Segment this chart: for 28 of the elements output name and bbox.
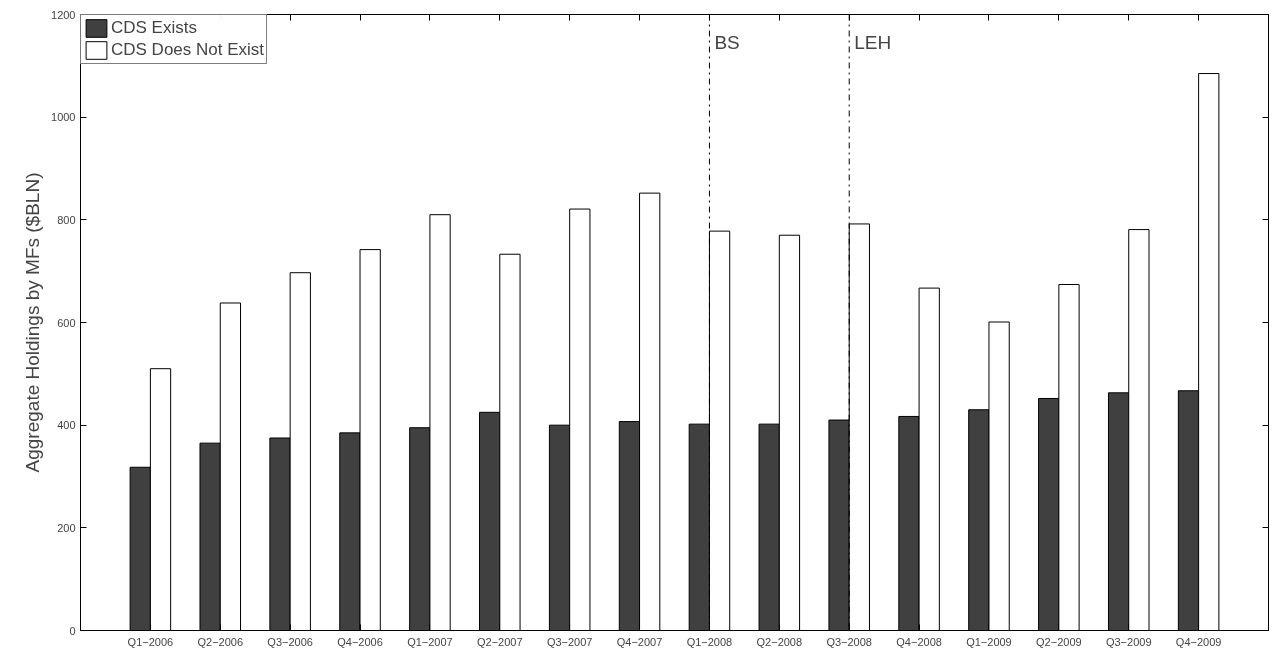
x-tick-label: Q3−2006 xyxy=(267,635,313,648)
x-tick-label: Q1−2006 xyxy=(127,635,174,648)
x-tick-label: Q1−2007 xyxy=(407,635,453,648)
x-tick-label: Q1−2008 xyxy=(686,635,733,648)
x-tick-label: Q4−2006 xyxy=(337,635,383,648)
x-tick-label: Q4−2007 xyxy=(616,635,663,648)
legend-label: CDS Does Not Exist xyxy=(111,40,265,60)
x-tick-label: Q4−2009 xyxy=(1175,635,1222,648)
x-tick-label: Q3−2009 xyxy=(1105,635,1152,648)
x-tick-label: Q2−2009 xyxy=(1036,635,1082,648)
x-tick-label: Q2−2007 xyxy=(477,635,523,648)
x-tick-label: Q3−2008 xyxy=(826,635,872,648)
x-tick-label: Q3−2007 xyxy=(546,635,593,648)
legend-label: CDS Exists xyxy=(111,18,197,38)
x-tick-label: Q2−2006 xyxy=(197,635,244,648)
y-tick-label: 1200 xyxy=(51,8,76,21)
y-axis-title: Aggregate Holdings by MFs ($BLN) xyxy=(22,172,44,473)
x-tick-label: Q4−2008 xyxy=(896,635,942,648)
y-tick-label: 0 xyxy=(69,624,76,637)
ref-line-label: LEH xyxy=(854,31,892,53)
x-tick-label: Q2−2008 xyxy=(756,635,803,648)
y-tick-label: 1000 xyxy=(51,111,76,124)
y-tick-label: 600 xyxy=(57,316,76,329)
y-tick-label: 200 xyxy=(57,521,76,534)
y-tick-label: 800 xyxy=(57,213,76,226)
y-tick-label: 400 xyxy=(57,419,76,432)
x-tick-label: Q1−2009 xyxy=(966,635,1012,648)
ref-line-label: BS xyxy=(714,31,740,53)
